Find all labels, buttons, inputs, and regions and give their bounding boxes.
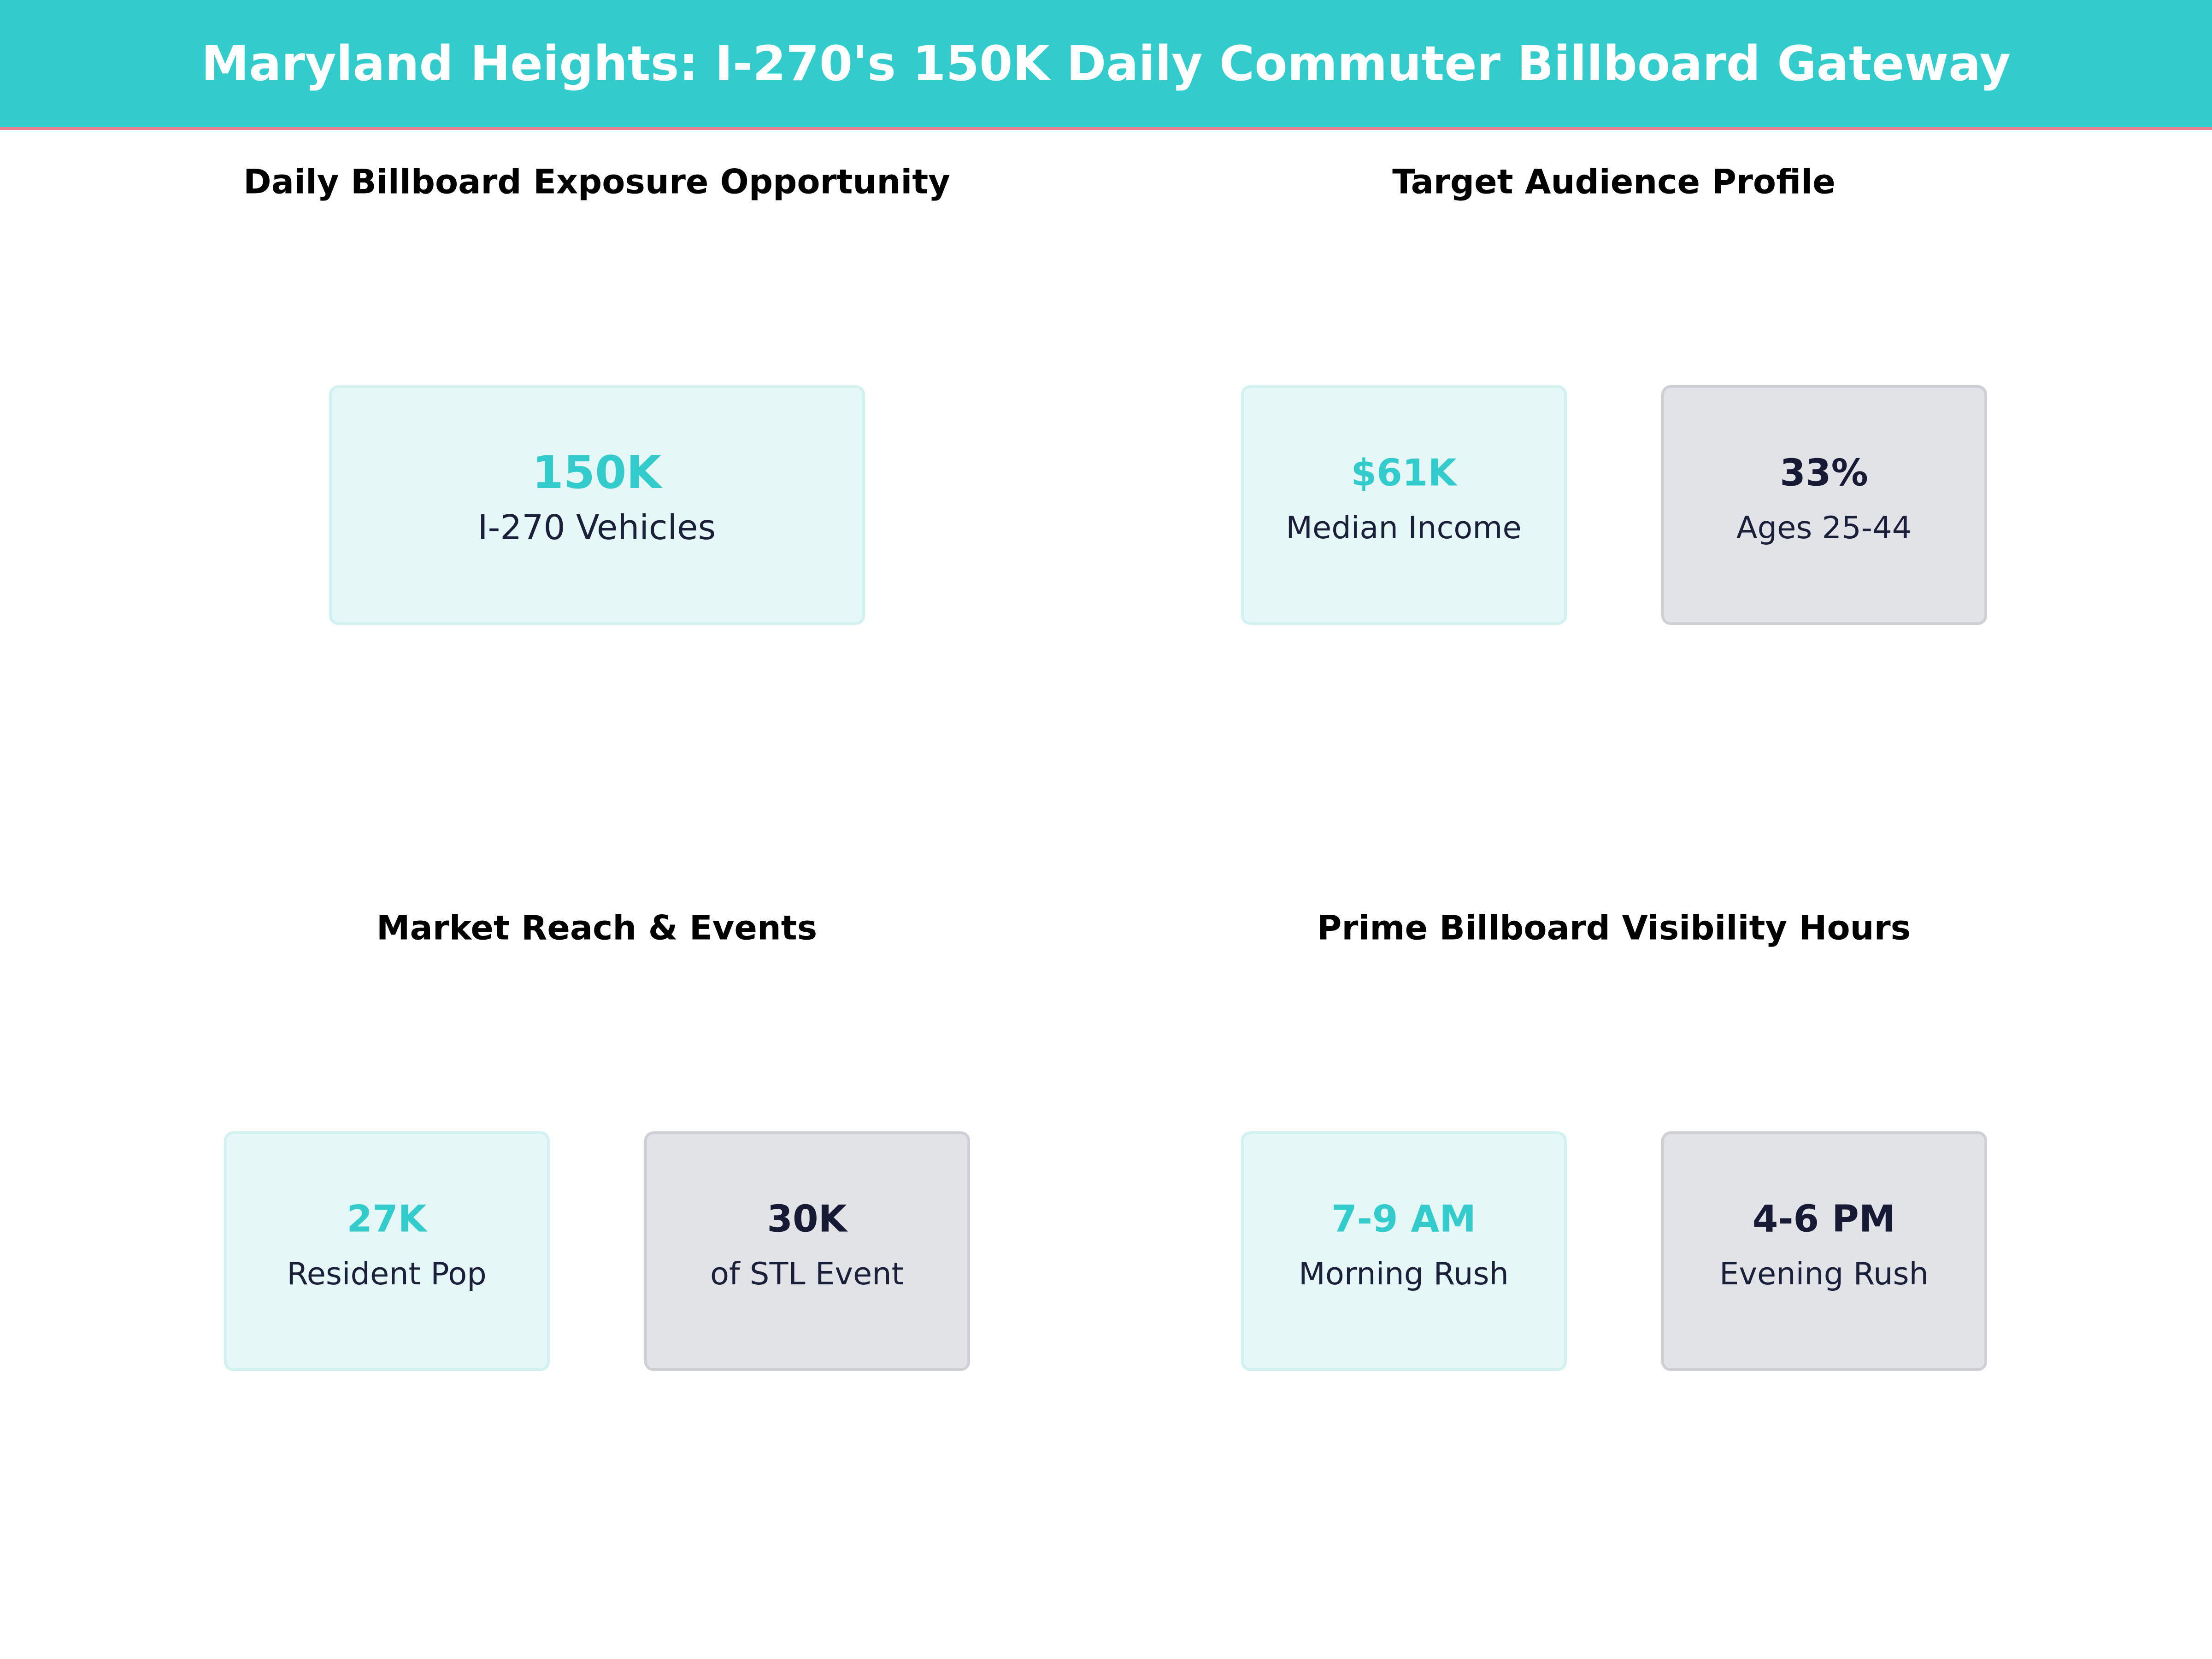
- panel-title: Daily Billboard Exposure Opportunity: [243, 162, 950, 202]
- stat-label: Evening Rush: [1719, 1256, 1929, 1292]
- stat-label: Median Income: [1286, 510, 1522, 546]
- header: Maryland Heights: I-270's 150K Daily Com…: [0, 0, 2212, 130]
- stat-value: 27K: [347, 1197, 427, 1241]
- stat-label: Resident Pop: [287, 1256, 487, 1292]
- stat-label: Ages 25-44: [1736, 510, 1912, 546]
- stat-value: 33%: [1780, 451, 1868, 494]
- stat-label: of STL Event: [710, 1256, 904, 1292]
- stat-card: 30K of STL Event: [644, 1131, 970, 1371]
- stat-card: 33% Ages 25-44: [1661, 385, 1987, 625]
- header-title: Maryland Heights: I-270's 150K Daily Com…: [201, 35, 2011, 92]
- stat-card: 7-9 AM Morning Rush: [1241, 1131, 1567, 1371]
- panel-title: Market Reach & Events: [376, 908, 818, 948]
- stat-label: I-270 Vehicles: [477, 508, 716, 547]
- stat-value: 7-9 AM: [1331, 1197, 1476, 1241]
- stat-card: $61K Median Income: [1241, 385, 1567, 625]
- panel-title: Target Audience Profile: [1392, 162, 1835, 202]
- stat-card: 150K I-270 Vehicles: [329, 385, 865, 625]
- stat-value: $61K: [1351, 451, 1457, 494]
- stat-value: 150K: [532, 447, 662, 499]
- stat-card: 4-6 PM Evening Rush: [1661, 1131, 1987, 1371]
- stat-value: 4-6 PM: [1752, 1197, 1896, 1241]
- stat-value: 30K: [767, 1197, 847, 1241]
- stat-label: Morning Rush: [1299, 1256, 1509, 1292]
- panel-title: Prime Billboard Visibility Hours: [1317, 908, 1911, 948]
- stat-card: 27K Resident Pop: [224, 1131, 550, 1371]
